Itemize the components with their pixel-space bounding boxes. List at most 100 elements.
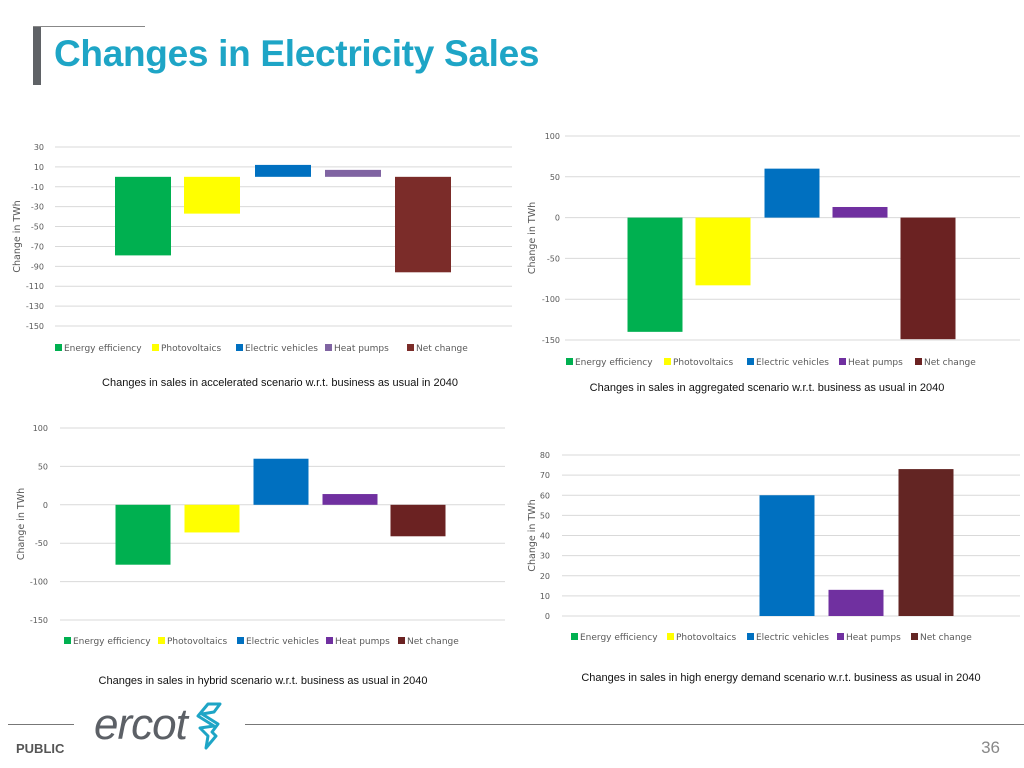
legend-swatch	[237, 637, 244, 644]
legend-swatch	[326, 637, 333, 644]
y-axis-label: Change in TWh	[527, 499, 538, 571]
chart-3: 80 70 60 50 40 30 20 10 0 Change in TWh Energy eff…	[527, 451, 1020, 643]
y-tick-label: 0	[555, 214, 560, 223]
y-tick-label: -50	[31, 223, 44, 232]
legend-swatch	[566, 358, 573, 365]
legend-swatch	[747, 358, 754, 365]
y-tick-label: -150	[26, 322, 44, 331]
title-accent-bar	[33, 27, 41, 85]
bar-photovoltaics	[695, 217, 751, 286]
legend-swatch	[664, 358, 671, 365]
legend-swatch	[837, 633, 844, 640]
legend-swatch	[236, 344, 243, 351]
legend-label: Heat pumps	[848, 358, 903, 368]
legend-swatch	[747, 633, 754, 640]
legend-swatch	[667, 633, 674, 640]
footer-rule-right	[245, 724, 1024, 725]
logo-wordmark: ercot	[94, 700, 188, 749]
legend-label: Net change	[407, 637, 459, 647]
y-tick-label: 70	[540, 471, 550, 480]
bar-net-change	[900, 217, 956, 340]
y-tick-label: -70	[31, 242, 44, 251]
bar-electric-vehicles	[759, 495, 815, 616]
legend-swatch	[64, 637, 71, 644]
y-tick-label: 100	[545, 132, 560, 141]
bar-electric-vehicles	[253, 458, 309, 505]
bar-net-change	[390, 504, 446, 537]
chart-caption-accelerated: Changes in sales in accelerated scenario…	[102, 377, 458, 389]
bar-energy-efficiency	[115, 176, 171, 256]
legend-label: Heat pumps	[335, 637, 390, 647]
y-tick-label: -100	[542, 295, 560, 304]
bar-heat-pumps	[325, 169, 381, 177]
y-tick-label: 40	[540, 532, 550, 541]
bar-photovoltaics	[184, 504, 240, 533]
page-number: 36	[981, 738, 1000, 757]
legend-label: Photovoltaics	[676, 633, 736, 643]
y-tick-label: -50	[35, 539, 48, 548]
legend-label: Net change	[416, 344, 468, 354]
chart-caption-high-demand: Changes in sales in high energy demand s…	[581, 672, 981, 684]
y-axis-label: Change in TWh	[12, 200, 23, 272]
bar-net-change	[898, 469, 954, 616]
bar-electric-vehicles	[255, 164, 311, 177]
ercot-lightning-icon	[196, 702, 222, 750]
y-tick-label: 30	[34, 143, 44, 152]
y-tick-label: 50	[550, 173, 560, 182]
legend-swatch	[325, 344, 332, 351]
y-axis-label: Change in TWh	[527, 202, 538, 274]
chart-2: 100 50 0 -50 -100 -150 Change in TWh Energy eff…	[16, 424, 505, 647]
y-tick-label: 30	[540, 552, 550, 561]
legend-label: Electric vehicles	[756, 633, 829, 643]
page-title: Changes in Electricity Sales	[54, 33, 540, 74]
y-tick-label: 10	[34, 163, 44, 172]
y-tick-label: 20	[540, 572, 550, 581]
legend-label: Electric vehicles	[246, 637, 319, 647]
bar-energy-efficiency	[115, 504, 171, 565]
legend-swatch	[152, 344, 159, 351]
legend-swatch	[55, 344, 62, 351]
y-tick-label: -10	[31, 183, 44, 192]
chart-caption-hybrid: Changes in sales in hybrid scenario w.r.…	[98, 675, 428, 687]
legend-swatch	[915, 358, 922, 365]
y-tick-label: 50	[540, 511, 550, 520]
legend-label: Heat pumps	[334, 344, 389, 354]
legend-label: Electric vehicles	[245, 344, 318, 354]
legend-label: Photovoltaics	[161, 344, 221, 354]
chart-0: 30 10 -10 -30 -50 -70 -90 -110 -130 -150 Change in…	[12, 143, 512, 354]
y-tick-label: -30	[31, 203, 44, 212]
chart-caption-aggregated: Changes in sales in aggregated scenario …	[589, 382, 945, 394]
legend-label: Heat pumps	[846, 633, 901, 643]
y-tick-label: 100	[33, 424, 48, 433]
y-tick-label: -50	[547, 254, 560, 263]
y-tick-label: -100	[30, 578, 48, 587]
bar-heat-pumps	[828, 589, 884, 616]
classification-label: PUBLIC	[16, 741, 65, 756]
y-tick-label: 0	[43, 501, 48, 510]
bar-photovoltaics	[184, 176, 240, 214]
y-tick-label: -150	[542, 336, 560, 345]
legend-label: Energy efficiency	[580, 633, 658, 643]
bar-heat-pumps	[322, 494, 378, 505]
bar-heat-pumps	[832, 206, 888, 218]
bar-energy-efficiency	[627, 217, 683, 332]
legend-label: Net change	[924, 358, 976, 368]
legend-swatch	[571, 633, 578, 640]
y-tick-label: 0	[545, 612, 550, 621]
legend-label: Energy efficiency	[575, 358, 653, 368]
chart-1: 100 50 0 -50 -100 -150 Change in TWh Energy eff…	[527, 132, 1020, 368]
legend-swatch	[398, 637, 405, 644]
y-tick-label: 50	[38, 462, 48, 471]
title-rule	[33, 26, 145, 27]
legend-label: Electric vehicles	[756, 358, 829, 368]
legend-label: Energy efficiency	[73, 637, 151, 647]
ercot-logo: ercot	[94, 700, 222, 750]
y-tick-label: 60	[540, 491, 550, 500]
y-tick-label: -90	[31, 262, 44, 271]
legend-swatch	[839, 358, 846, 365]
y-tick-label: -150	[30, 616, 48, 625]
footer-rule-left	[8, 724, 74, 725]
bar-electric-vehicles	[764, 168, 820, 218]
legend-swatch	[158, 637, 165, 644]
